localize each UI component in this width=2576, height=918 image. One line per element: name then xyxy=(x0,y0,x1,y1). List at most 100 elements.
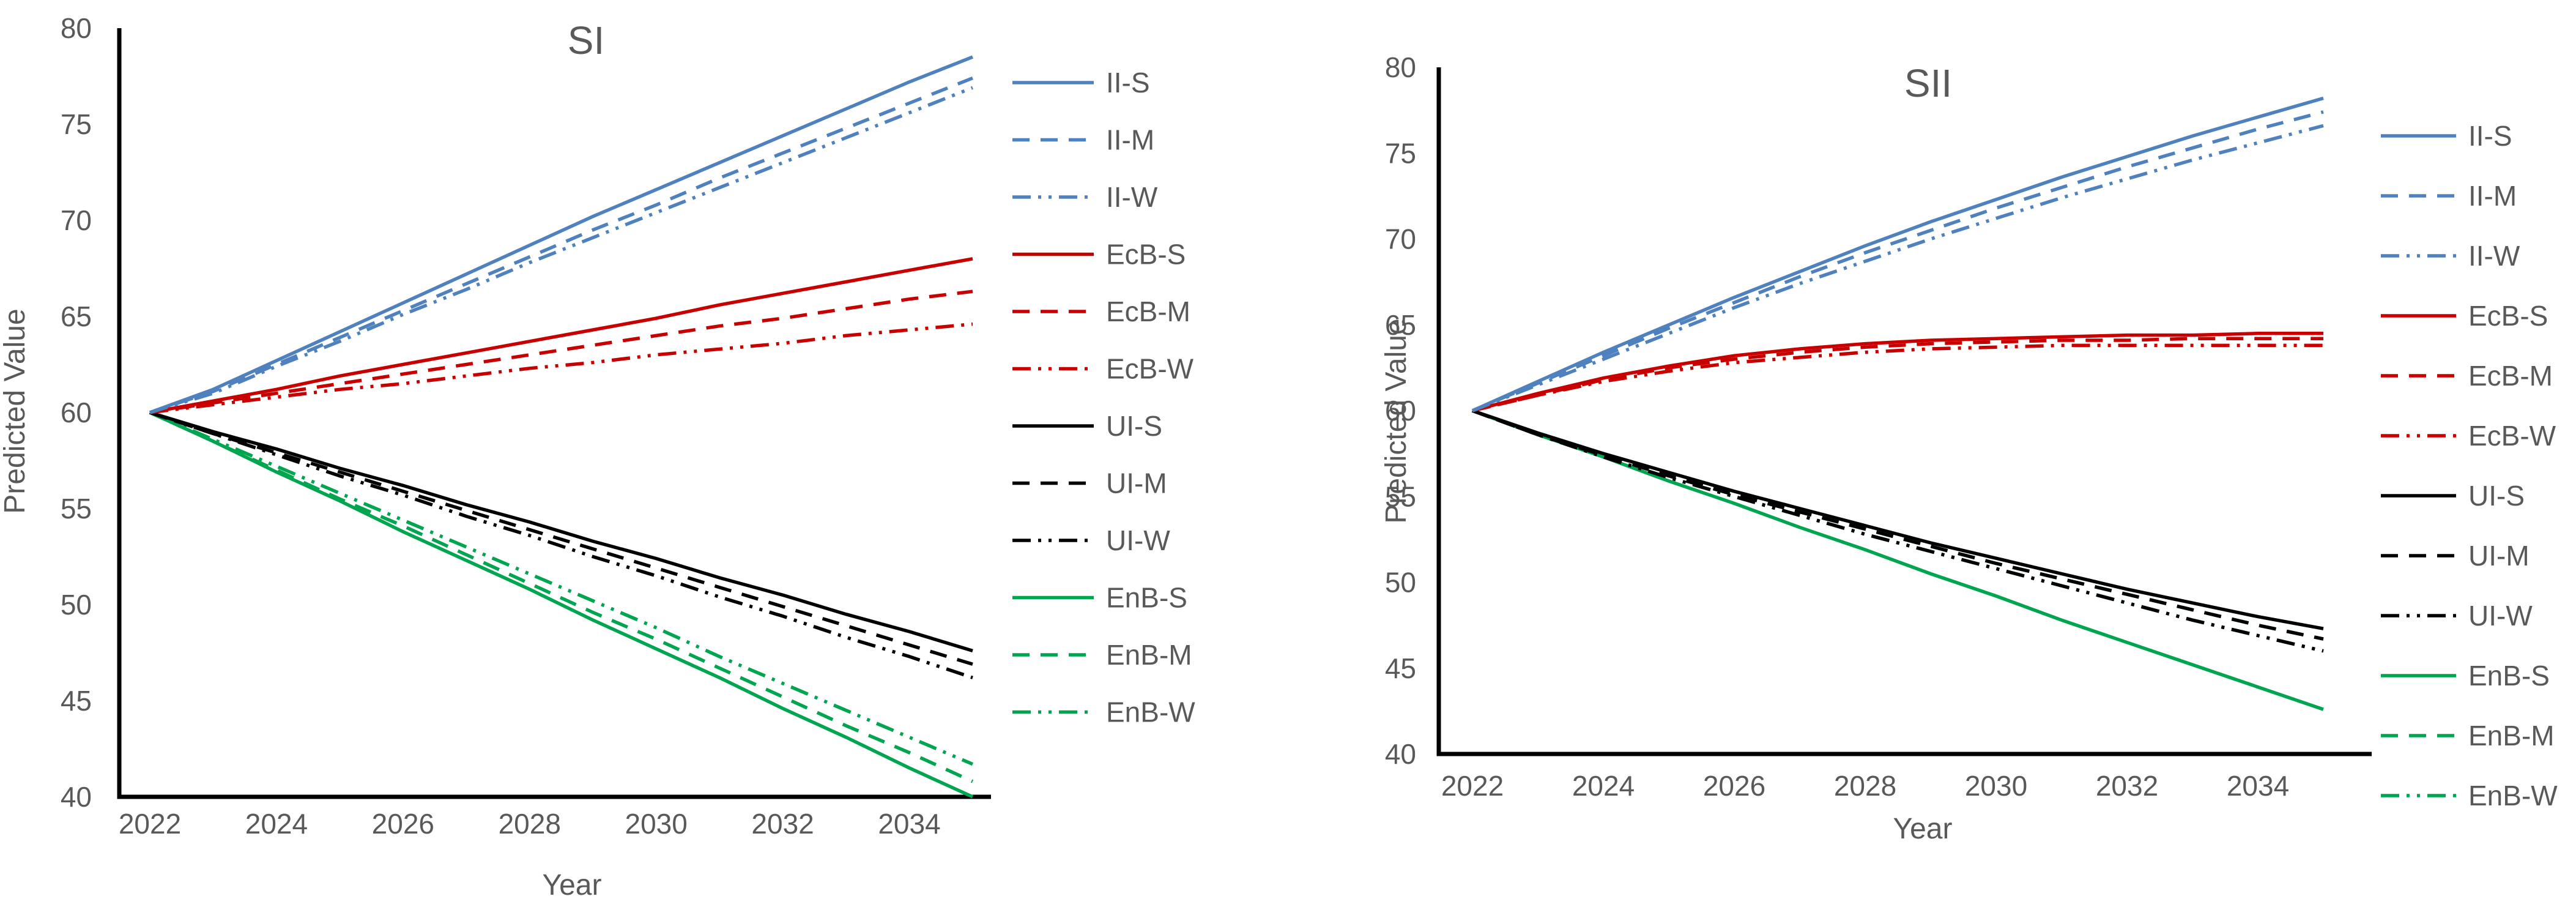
series-line-II-M xyxy=(149,76,974,414)
y-tick-label: 55 xyxy=(1385,480,1416,512)
legend-label-II-S: II-S xyxy=(1106,67,1150,99)
chart-title: SII xyxy=(1904,61,1952,105)
x-tick-label: 2032 xyxy=(2096,770,2158,802)
legend-item: II-M xyxy=(1012,124,1154,156)
series-line-II-S xyxy=(149,55,974,414)
y-tick-label: 65 xyxy=(61,300,92,332)
series-line-EnB-M xyxy=(149,411,974,783)
y-tick-label: 75 xyxy=(1385,137,1416,169)
legend-item: II-W xyxy=(2381,240,2520,272)
x-tick-label: 2028 xyxy=(1834,770,1896,802)
x-tick-label: 2026 xyxy=(372,808,434,840)
legend-label-EcB-M: EcB-M xyxy=(1106,296,1190,327)
axis-lines xyxy=(1436,67,2372,756)
chart-SI: 40 45 50 55 60 65 70 75 80 2022 2024 2026 2028 2030 20… xyxy=(0,12,1195,901)
legend-label-EnB-M: EnB-M xyxy=(1106,639,1192,671)
x-tick-label: 2034 xyxy=(2227,770,2289,802)
legend-label-EnB-S: EnB-S xyxy=(2468,660,2550,692)
series-line-EcB-W xyxy=(149,322,973,414)
y-tick-label: 40 xyxy=(1385,738,1416,770)
y-tick-label: 45 xyxy=(61,685,92,717)
series-line-UI-W xyxy=(149,411,973,679)
legend-label-EcB-W: EcB-W xyxy=(2468,420,2556,452)
legend-item: EcB-M xyxy=(1012,296,1190,327)
legend-item: UI-M xyxy=(2381,540,2530,572)
legend-label-EnB-W: EnB-W xyxy=(2468,780,2558,812)
legend-label-UI-W: UI-W xyxy=(2468,600,2533,632)
legend: II-S II-M II-W EcB-S EcB-M EcB-W UI-S UI-M UI-W E… xyxy=(1012,67,1195,728)
legend-label-UI-M: UI-M xyxy=(2468,540,2530,572)
legend-label-UI-M: UI-M xyxy=(1106,468,1167,499)
y-tick-label: 70 xyxy=(61,204,92,236)
legend-label-II-M: II-M xyxy=(1106,124,1154,156)
y-tick-label: 80 xyxy=(1385,51,1416,83)
legend-item: UI-S xyxy=(2381,480,2525,512)
legend-label-UI-S: UI-S xyxy=(2468,480,2525,512)
x-tick-label: 2026 xyxy=(1703,770,1765,802)
x-tick-label: 2030 xyxy=(625,808,688,840)
series-line-UI-W xyxy=(1472,409,2324,653)
legend-item: EnB-W xyxy=(1012,696,1195,728)
legend-label-II-M: II-M xyxy=(2468,180,2517,212)
x-tick-label: 2032 xyxy=(751,808,814,840)
x-tick-label: 2028 xyxy=(499,808,561,840)
x-tick-label: 2024 xyxy=(1572,770,1635,802)
y-tick-label: 40 xyxy=(61,781,92,813)
series-line-UI-S xyxy=(1472,409,2324,630)
legend-item: EnB-S xyxy=(2381,660,2550,692)
legend-label-II-S: II-S xyxy=(2468,120,2512,152)
axis-lines xyxy=(117,28,991,799)
series-line-UI-S xyxy=(149,411,973,653)
legend-label-EcB-M: EcB-M xyxy=(2468,360,2553,392)
series-line-II-W xyxy=(149,86,974,414)
y-tick-label: 75 xyxy=(61,108,92,140)
legend-label-EnB-M: EnB-M xyxy=(2468,720,2555,752)
series-line-UI-M xyxy=(149,411,973,666)
y-tick-label: 60 xyxy=(61,397,92,428)
series-line-EnB-S xyxy=(149,411,974,799)
legend-item: II-S xyxy=(1012,67,1150,99)
x-tick-label: 2034 xyxy=(878,808,940,840)
legend-label-UI-W: UI-W xyxy=(1106,524,1170,556)
legend-item: EcB-S xyxy=(1012,239,1186,271)
y-tick-label: 50 xyxy=(1385,567,1416,599)
legend-item: UI-W xyxy=(2381,600,2533,632)
x-axis-title: Year xyxy=(543,869,602,901)
legend-item: UI-W xyxy=(1012,524,1170,556)
series-line-II-M xyxy=(1471,110,2324,412)
series-line-II-W xyxy=(1471,124,2324,412)
series-line-EnB-W xyxy=(149,411,974,766)
x-tick-label: 2024 xyxy=(245,808,308,840)
legend-label-EcB-S: EcB-S xyxy=(1106,239,1186,271)
y-tick-label: 50 xyxy=(61,589,92,621)
legend-label-EcB-S: EcB-S xyxy=(2468,300,2548,332)
legend-item: II-M xyxy=(2381,180,2517,212)
x-tick-label: 2030 xyxy=(1965,770,2027,802)
series-line-EcB-S xyxy=(1472,332,2323,412)
x-tick-label: 2022 xyxy=(119,808,181,840)
series-line-EcB-M xyxy=(1472,337,2323,412)
legend-item: EnB-M xyxy=(1012,639,1192,671)
legend-label-II-W: II-W xyxy=(1106,181,1158,213)
x-axis-title: Year xyxy=(1893,813,1953,845)
y-tick-label: 80 xyxy=(61,12,92,44)
legend-item: II-S xyxy=(2381,120,2512,152)
y-axis-title: Predicted Value xyxy=(1380,318,1412,523)
legend-item: II-W xyxy=(1012,181,1158,213)
legend-item: UI-M xyxy=(1012,468,1167,499)
legend-label-EcB-W: EcB-W xyxy=(1106,353,1194,385)
legend-item: EnB-W xyxy=(2381,780,2558,812)
y-tick-label: 70 xyxy=(1385,223,1416,255)
legend-item: EcB-S xyxy=(2381,300,2548,332)
series-line-EcB-S xyxy=(149,257,973,414)
legend-label-EnB-S: EnB-S xyxy=(1106,582,1187,614)
legend-item: UI-S xyxy=(1012,410,1162,442)
legend-item: EcB-W xyxy=(2381,420,2556,452)
legend: II-S II-M II-W EcB-S EcB-M EcB-W UI-S UI-M UI-W E… xyxy=(2381,120,2558,812)
y-axis-title: Predicted Value xyxy=(0,308,31,513)
legend-label-EnB-W: EnB-W xyxy=(1106,696,1195,728)
y-tick-label: 60 xyxy=(1385,395,1416,427)
legend-item: EnB-M xyxy=(2381,720,2555,752)
